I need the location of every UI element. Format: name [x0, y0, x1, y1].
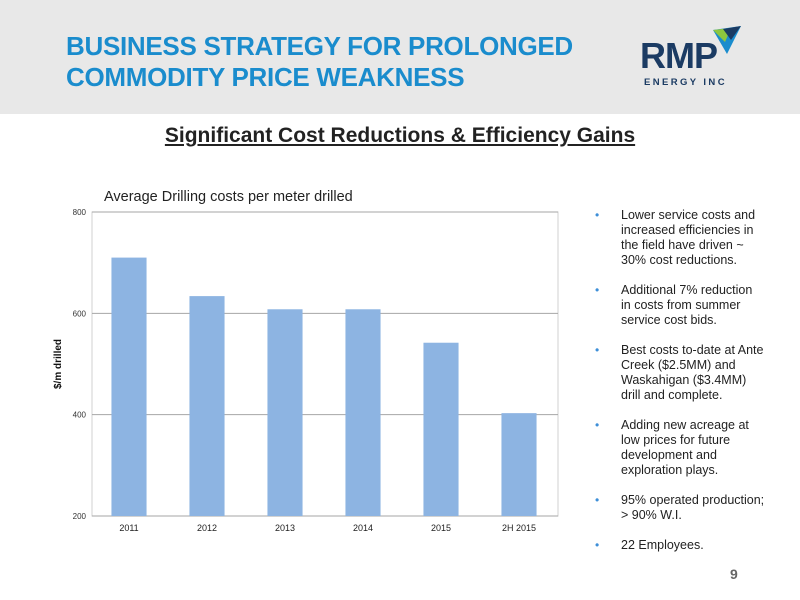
logo-wordmark: RMP	[640, 35, 718, 76]
slide-title-line-1: BUSINESS STRATEGY FOR PROLONGED	[66, 31, 573, 61]
x-tick-label: 2012	[197, 523, 217, 533]
bullet-item: • Additional 7% reduction in costs from s…	[595, 283, 765, 328]
bullet-dot-icon: •	[595, 493, 600, 507]
bullet-text: 95% operated production; > 90% W.I.	[621, 493, 765, 522]
bullet-text: 22 Employees.	[621, 538, 704, 552]
bullet-text: Adding new acreage at low prices for fut…	[621, 418, 749, 477]
x-tick-label: 2H 2015	[502, 523, 536, 533]
x-tick-label: 2014	[353, 523, 373, 533]
x-tick-label: 2015	[431, 523, 451, 533]
bullet-dot-icon: •	[595, 418, 600, 432]
x-tick-labels: 2011 2012 2013 2014 2015 2H 2015	[119, 523, 536, 533]
bullet-item: • Best costs to-date at Ante Creek ($2.5M…	[595, 343, 765, 403]
logo-subtitle: ENERGY INC	[644, 77, 727, 88]
section-subtitle: Significant Cost Reductions & Efficiency…	[164, 124, 636, 147]
bullet-list: • Lower service costs and increased effic…	[595, 208, 765, 568]
bar-2014	[345, 309, 381, 516]
bullet-item: • 95% operated production; > 90% W.I.	[595, 493, 765, 523]
page-number: 9	[730, 566, 738, 582]
bar-2012	[189, 296, 225, 516]
bullet-text: Additional 7% reduction in costs from su…	[621, 283, 753, 327]
slide-title-line-2: COMMODITY PRICE WEAKNESS	[66, 62, 465, 92]
bullet-text: Lower service costs and increased effici…	[621, 208, 756, 267]
y-tick-labels: 200 400 600 800	[73, 208, 87, 521]
bar-2011	[111, 257, 147, 516]
bar-chart: 200 400 600 800 2011 2012 2013 2014 2015 2H 2015…	[53, 208, 559, 533]
bar-2h-2015	[501, 413, 537, 516]
chart-title: Average Drilling costs per meter drilled	[104, 189, 353, 205]
y-tick-label: 400	[73, 411, 87, 420]
bullet-item: • 22 Employees.	[595, 538, 765, 553]
chart-bars	[111, 257, 537, 516]
x-tick-label: 2013	[275, 523, 295, 533]
bullet-text: Best costs to-date at Ante Creek ($2.5MM…	[621, 343, 764, 402]
bullet-dot-icon: •	[595, 208, 600, 222]
y-tick-label: 200	[73, 512, 87, 521]
bullet-item: • Lower service costs and increased effic…	[595, 208, 765, 268]
bar-2015	[423, 342, 459, 516]
x-tick-label: 2011	[119, 523, 138, 533]
slide-title: BUSINESS STRATEGY FOR PROLONGED COMMODIT…	[66, 31, 573, 93]
bar-2013	[267, 309, 303, 516]
header-band	[0, 0, 800, 114]
chart-gridlines	[91, 211, 559, 517]
y-tick-label: 800	[73, 208, 87, 217]
bullet-dot-icon: •	[595, 343, 600, 357]
plot-area-frame	[91, 211, 559, 517]
company-logo: RMP ENERGY INC	[640, 26, 755, 92]
bullet-dot-icon: •	[595, 538, 600, 552]
bullet-item: • Adding new acreage at low prices for fu…	[595, 418, 765, 478]
logo-chevron-icon	[713, 26, 741, 54]
y-axis-label: $/m drilled	[53, 339, 64, 389]
bullet-dot-icon: •	[595, 283, 600, 297]
y-tick-label: 600	[73, 309, 87, 318]
